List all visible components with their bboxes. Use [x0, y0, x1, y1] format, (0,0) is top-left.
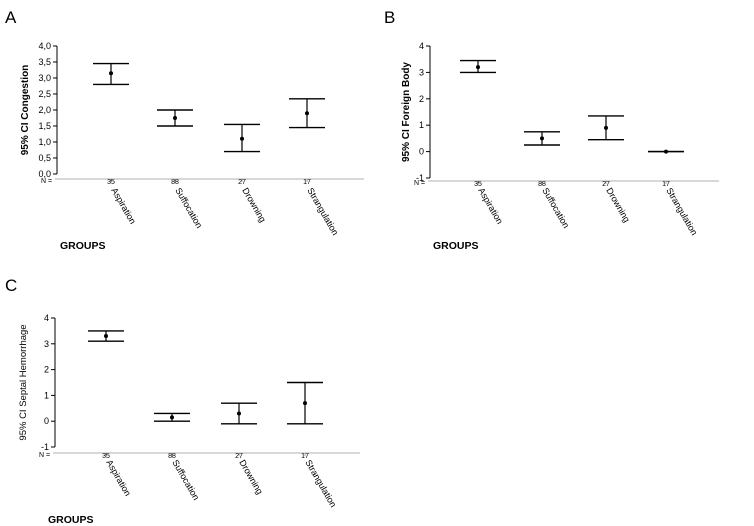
- mean-point: [104, 334, 108, 339]
- category-label: Suffocation: [170, 458, 201, 502]
- y-tick-label: 3,0: [38, 73, 51, 83]
- category-label: Drowning: [240, 186, 268, 224]
- y-tick-label: 4,0: [38, 41, 51, 51]
- n-label: N =: [41, 178, 52, 185]
- y-tick-label: 0: [44, 416, 49, 426]
- category-label: Aspiration: [109, 186, 138, 226]
- category-label: Strangulation: [305, 186, 340, 237]
- mean-point: [109, 71, 113, 76]
- y-tick-label: -1: [41, 442, 49, 452]
- y-tick-label: 3: [44, 339, 49, 349]
- panel-letter: C: [5, 276, 17, 295]
- n-count: 88: [168, 453, 176, 460]
- n-count: 17: [662, 181, 670, 188]
- y-axis-title: 95% CI Septal Hemorrhage: [18, 324, 29, 440]
- n-count: 35: [102, 453, 110, 460]
- n-count: 17: [301, 453, 309, 460]
- mean-point: [664, 149, 668, 154]
- y-tick-label: 2,5: [38, 89, 51, 99]
- panel-letter: B: [384, 8, 395, 27]
- y-tick-label: 2: [419, 94, 424, 104]
- mean-point: [540, 136, 544, 141]
- category-label: Suffocation: [173, 186, 204, 230]
- n-count: 88: [171, 179, 179, 186]
- mean-point: [170, 415, 174, 420]
- n-count: 27: [235, 453, 243, 460]
- n-count: 17: [303, 179, 311, 186]
- category-label: Drowning: [237, 458, 265, 496]
- y-tick-label: 0: [419, 147, 424, 157]
- y-tick-label: 1,0: [38, 137, 51, 147]
- y-tick-label: -1: [416, 173, 424, 183]
- category-label: Suffocation: [540, 186, 571, 230]
- n-count: 27: [602, 181, 610, 188]
- y-tick-label: 3: [419, 67, 424, 77]
- y-tick-label: 0,0: [38, 169, 51, 179]
- panel-a: A 0,0 0,5 1,0 1,5 2,0 2,5 3,0 3,5 4,0 95% CI Conge…: [5, 8, 364, 252]
- category-label: Aspiration: [476, 186, 505, 226]
- y-axis-title: 95% CI Foreign Body: [401, 62, 412, 162]
- x-axis-title: GROUPS: [60, 240, 106, 252]
- y-axis-title: 95% CI Congestion: [20, 65, 31, 156]
- mean-point: [476, 65, 480, 70]
- n-label: N =: [414, 180, 425, 187]
- y-tick-label: 2: [44, 365, 49, 375]
- x-axis-title: GROUPS: [433, 240, 479, 252]
- n-label: N =: [39, 452, 50, 459]
- panel-letter: A: [5, 8, 17, 27]
- y-tick-label: 1: [419, 120, 424, 130]
- y-tick-label: 1: [44, 390, 49, 400]
- category-label: Aspiration: [104, 458, 133, 498]
- mean-point: [303, 401, 307, 406]
- y-tick-label: 0,5: [38, 153, 51, 163]
- y-tick-label: 3,5: [38, 57, 51, 67]
- mean-point: [173, 116, 177, 120]
- category-label: Drowning: [604, 186, 632, 224]
- n-count: 88: [538, 181, 546, 188]
- panel-b: B -1 0 1 2 3 4 95% CI Foreign Body N = 35Aspirati…: [384, 8, 719, 252]
- mean-point: [604, 125, 608, 130]
- n-count: 27: [238, 179, 246, 186]
- category-label: Strangulation: [664, 186, 699, 237]
- mean-point: [305, 111, 309, 116]
- category-label: Strangulation: [303, 458, 338, 509]
- x-axis-title: GROUPS: [48, 514, 94, 526]
- mean-point: [240, 136, 244, 141]
- y-tick-label: 1,5: [38, 121, 51, 131]
- panel-c: C -1 0 1 2 3 4 95% CI Septal Hemorrhage N = 35Asp…: [5, 276, 360, 526]
- mean-point: [237, 411, 241, 416]
- y-tick-label: 4: [419, 41, 424, 51]
- n-count: 35: [107, 179, 115, 186]
- y-tick-label: 2,0: [38, 105, 51, 115]
- y-tick-label: 4: [44, 313, 49, 323]
- n-count: 35: [474, 181, 482, 188]
